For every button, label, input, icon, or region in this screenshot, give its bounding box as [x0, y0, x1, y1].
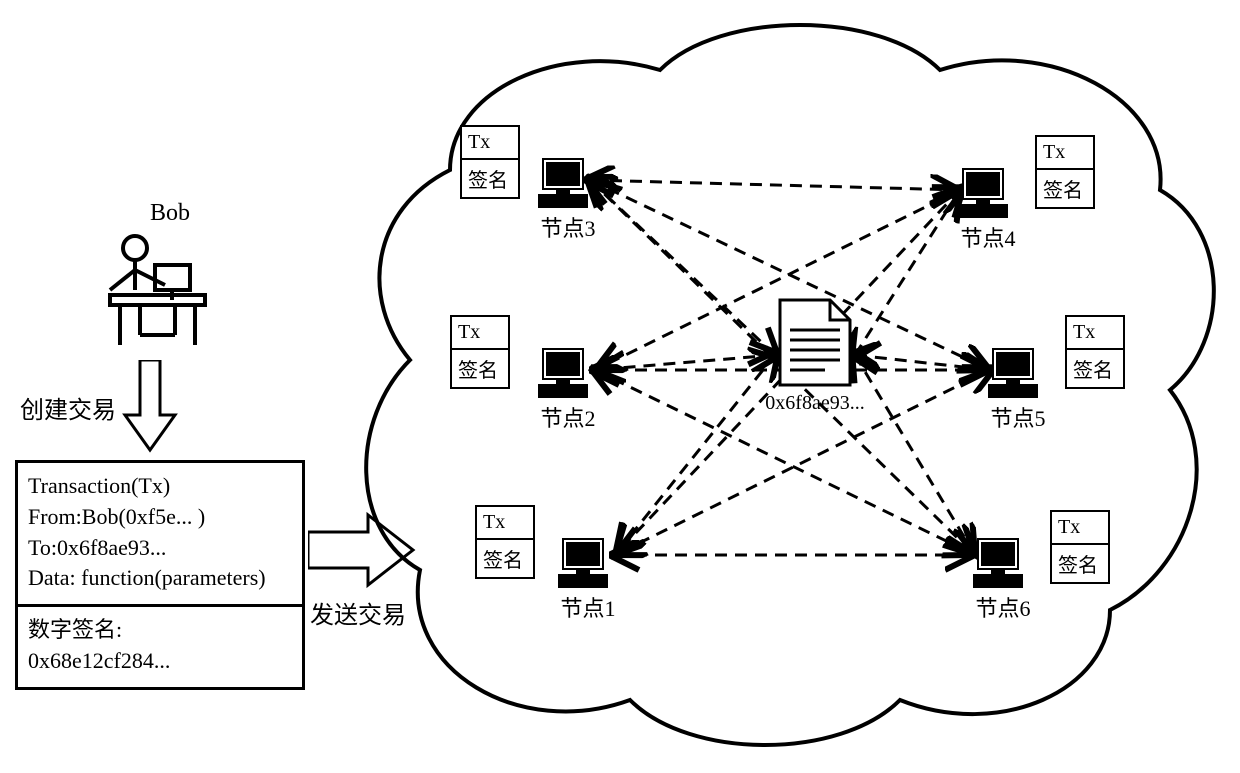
cloud-icon [0, 0, 1240, 773]
mini-tx-box: Tx签名 [1035, 135, 1095, 209]
computer-icon [955, 165, 1011, 221]
node-label: 节点3 [533, 211, 603, 243]
mini-tx-top: Tx [1052, 512, 1108, 545]
mini-tx-box: Tx签名 [450, 315, 510, 389]
mini-tx-box: Tx签名 [475, 505, 535, 579]
mini-tx-top: Tx [1067, 317, 1123, 350]
mini-tx-top: Tx [477, 507, 533, 540]
mini-tx-box: Tx签名 [460, 125, 520, 199]
contract-address: 0x6f8ae93... [755, 392, 875, 415]
node-label: 节点2 [533, 401, 603, 433]
contract-document-icon [775, 295, 855, 390]
node-label: 节点1 [553, 591, 623, 623]
diagram-stage: Bob 创建交易 [0, 0, 1240, 773]
mini-tx-box: Tx签名 [1050, 510, 1110, 584]
computer-icon [555, 535, 611, 591]
mini-tx-bot: 签名 [477, 540, 533, 577]
mini-tx-bot: 签名 [1037, 170, 1093, 207]
computer-icon [985, 345, 1041, 401]
computer-icon [535, 345, 591, 401]
mini-tx-bot: 签名 [462, 160, 518, 197]
node-label: 节点6 [968, 591, 1038, 623]
computer-icon [970, 535, 1026, 591]
mini-tx-top: Tx [1037, 137, 1093, 170]
mini-tx-box: Tx签名 [1065, 315, 1125, 389]
node-label: 节点4 [953, 221, 1023, 253]
mini-tx-bot: 签名 [452, 350, 508, 387]
mini-tx-top: Tx [452, 317, 508, 350]
mini-tx-bot: 签名 [1052, 545, 1108, 582]
computer-icon [535, 155, 591, 211]
node-label: 节点5 [983, 401, 1053, 433]
mini-tx-top: Tx [462, 127, 518, 160]
mini-tx-bot: 签名 [1067, 350, 1123, 387]
